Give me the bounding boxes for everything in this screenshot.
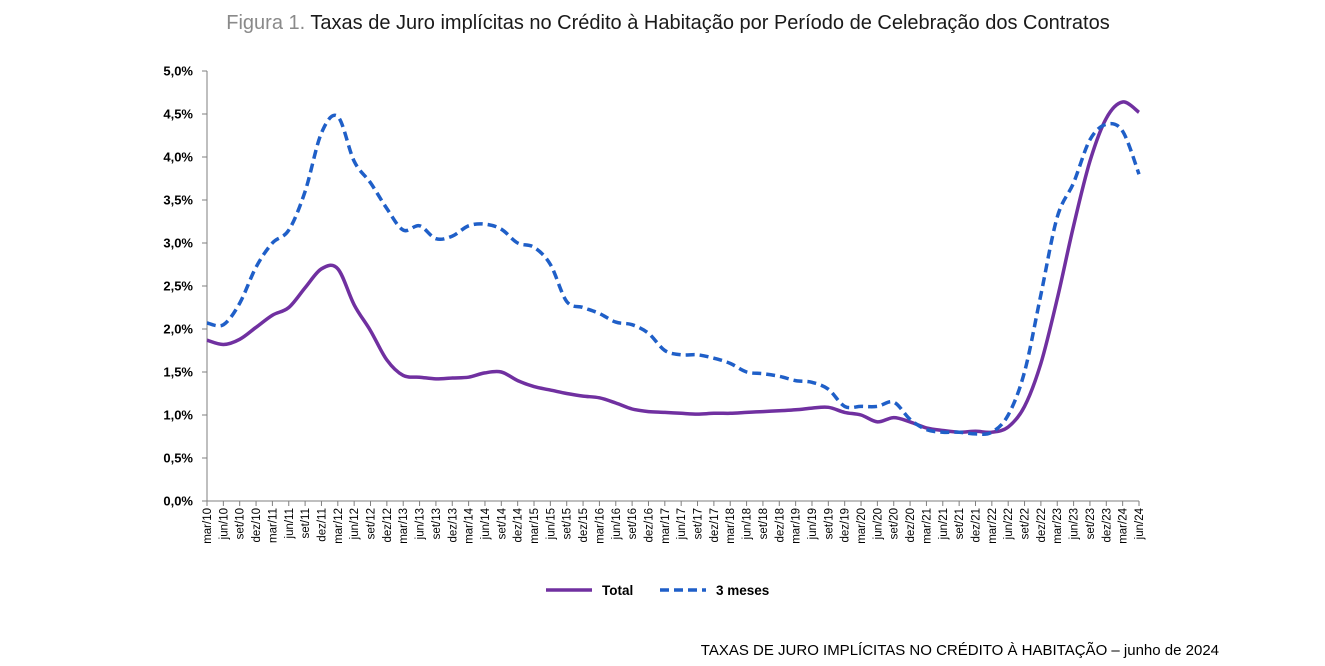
x-tick-label: jun/11 (284, 508, 296, 539)
x-tick-label: dez/10 (251, 508, 263, 543)
x-tick-label: mar/20 (856, 508, 868, 544)
x-tick-label: dez/12 (382, 508, 394, 543)
x-tick-label: jun/20 (872, 508, 884, 540)
x-tick-label: dez/14 (513, 507, 525, 542)
x-tick-label: mar/22 (987, 508, 999, 544)
x-tick-label: mar/12 (333, 508, 345, 544)
x-tick-label: jun/24 (1134, 507, 1146, 540)
x-tick-label: set/13 (431, 508, 443, 539)
x-tick-label: dez/19 (840, 508, 852, 543)
x-tick-label: mar/19 (791, 508, 803, 544)
x-tick-label: mar/21 (921, 508, 933, 544)
x-tick-label: jun/19 (807, 508, 819, 540)
x-tick-label: set/17 (693, 508, 705, 539)
x-tick-label: set/15 (562, 508, 574, 539)
x-axis: mar/10 jun/10 set/10 dez/10 mar/11 jun/11 set/… (202, 500, 1146, 544)
x-tick-label: dez/15 (578, 508, 590, 543)
x-tick-label: jun/12 (349, 508, 361, 540)
x-tick-label: jun/16 (611, 508, 623, 540)
x-tick-label: jun/14 (480, 507, 492, 540)
y-tick-label: 3,0% (163, 236, 193, 251)
x-tick-label: mar/18 (725, 508, 737, 544)
x-tick-label: mar/16 (594, 508, 606, 544)
x-tick-label: dez/17 (709, 508, 721, 543)
x-tick-label: mar/10 (202, 508, 214, 544)
y-tick-label: 0,5% (163, 451, 193, 466)
y-tick-label: 3,5% (163, 193, 193, 208)
x-tick-label: dez/13 (447, 508, 459, 543)
x-tick-label: jun/17 (676, 508, 688, 540)
y-axis: 0,0% 0,5% 1,0% 1,5% 2,0% 2,5% 3,0% 3,5% 4,0% 4,5%… (163, 64, 208, 509)
series-line-total (206, 100, 1141, 435)
y-tick-label: 1,0% (163, 408, 193, 423)
x-tick-label: mar/24 (1118, 507, 1130, 543)
y-tick-label: 0,0% (163, 494, 193, 509)
x-tick-label: set/16 (627, 508, 639, 539)
x-tick-label: dez/21 (970, 508, 982, 543)
x-tick-label: dez/16 (643, 508, 655, 543)
x-tick-label: set/22 (1020, 508, 1032, 539)
y-tick-label: 2,5% (163, 279, 193, 294)
figure-number: Figura 1. (226, 12, 306, 34)
x-tick-label: jun/23 (1069, 508, 1081, 540)
x-tick-label: jun/15 (545, 508, 557, 540)
x-tick-label: jun/22 (1003, 508, 1015, 540)
chart-title: Figura 1. Taxas de Juro implícitas no Cr… (0, 12, 1325, 35)
chart-title-text: Taxas de Juro implícitas no Crédito à Ha… (310, 12, 1110, 34)
x-tick-label: mar/23 (1052, 508, 1064, 544)
x-tick-label: dez/22 (1036, 508, 1048, 543)
x-tick-label: dez/11 (316, 508, 328, 542)
x-tick-label: set/11 (300, 508, 312, 538)
x-tick-label: jun/21 (938, 508, 950, 540)
x-tick-label: set/12 (366, 508, 378, 539)
footer-caption: TAXAS DE JURO IMPLÍCITAS NO CRÉDITO À HA… (700, 642, 1219, 659)
legend: Total 3 meses (546, 583, 769, 598)
y-tick-label: 4,0% (163, 150, 193, 165)
legend-label-total: Total (602, 583, 633, 598)
x-tick-label: mar/13 (398, 508, 410, 544)
x-tick-label: dez/18 (774, 508, 786, 543)
x-tick-label: set/21 (954, 508, 966, 539)
x-tick-label: set/20 (889, 508, 901, 539)
x-tick-label: set/19 (823, 508, 835, 539)
x-tick-label: mar/15 (529, 508, 541, 544)
y-tick-label: 2,0% (163, 322, 193, 337)
y-tick-label: 5,0% (163, 64, 193, 79)
x-tick-label: dez/23 (1101, 508, 1113, 543)
x-tick-label: jun/10 (218, 508, 230, 540)
x-tick-label: jun/18 (742, 508, 754, 540)
x-tick-label: set/10 (235, 508, 247, 539)
legend-label-3-meses: 3 meses (716, 583, 769, 598)
x-tick-label: dez/20 (905, 508, 917, 543)
y-tick-label: 1,5% (163, 365, 193, 380)
x-tick-label: set/14 (496, 507, 508, 539)
x-tick-label: set/23 (1085, 508, 1097, 539)
x-tick-label: mar/17 (660, 508, 672, 544)
series-line-3-meses (206, 113, 1141, 436)
x-tick-label: mar/14 (464, 507, 476, 543)
series-layer (206, 100, 1141, 436)
x-tick-label: mar/11 (267, 508, 279, 543)
y-tick-label: 4,5% (163, 107, 193, 122)
x-tick-label: jun/13 (415, 508, 427, 540)
x-tick-label: set/18 (758, 508, 770, 539)
